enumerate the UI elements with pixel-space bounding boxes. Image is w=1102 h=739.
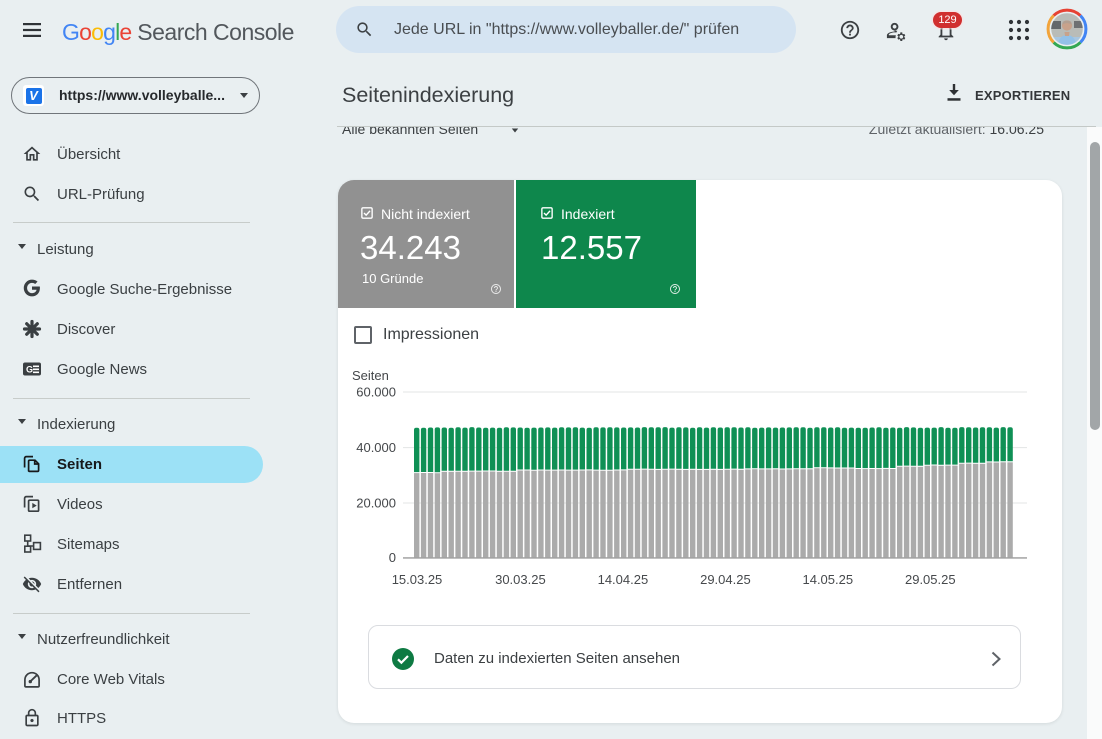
- svg-text:0: 0: [389, 550, 396, 565]
- svg-text:20.000: 20.000: [356, 496, 396, 511]
- svg-text:40.000: 40.000: [356, 440, 396, 455]
- svg-text:14.04.25: 14.04.25: [598, 572, 649, 587]
- svg-text:G: G: [26, 365, 33, 375]
- svg-text:29.04.25: 29.04.25: [700, 572, 751, 587]
- svg-text:30.03.25: 30.03.25: [495, 572, 546, 587]
- svg-text:14.05.25: 14.05.25: [802, 572, 853, 587]
- svg-text:60.000: 60.000: [356, 385, 396, 400]
- svg-text:29.05.25: 29.05.25: [905, 572, 956, 587]
- svg-text:15.03.25: 15.03.25: [392, 572, 443, 587]
